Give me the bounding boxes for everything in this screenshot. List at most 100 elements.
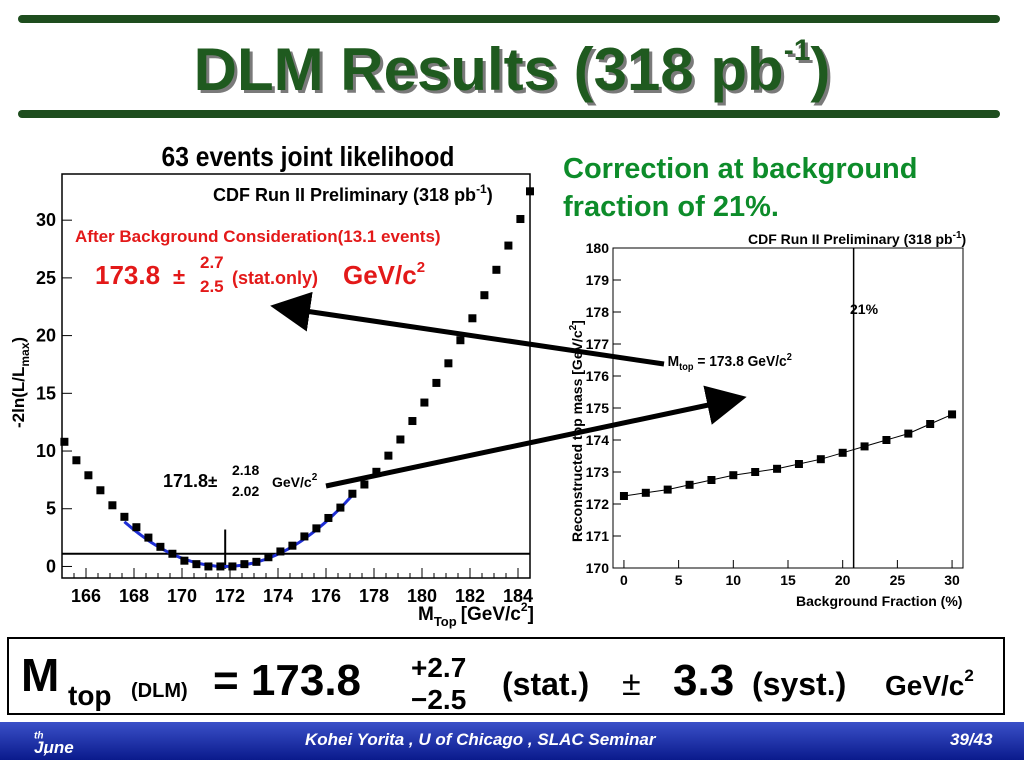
x-tick-label: 10 xyxy=(726,572,742,588)
likelihood-point xyxy=(276,547,285,556)
result-stat-label: (stat.) xyxy=(502,666,589,702)
likelihood-point xyxy=(180,556,189,565)
likelihood-chart: 63 events joint likelihood CDF Run II Pr… xyxy=(9,141,534,629)
bkg-header: CDF Run II Preliminary (318 pb-1) xyxy=(748,230,966,247)
fit-value: 171.8 xyxy=(163,471,208,491)
title-rule-bottom xyxy=(18,110,1000,118)
y-tick-label: 0 xyxy=(46,556,56,576)
x-tick-label: 166 xyxy=(71,586,101,606)
y-tick-label: 179 xyxy=(586,272,610,288)
bkg-point xyxy=(860,442,869,451)
bkg-point xyxy=(729,471,738,480)
likelihood-point xyxy=(60,437,69,446)
bkg-point xyxy=(838,448,847,457)
bkg-point xyxy=(926,420,935,428)
bkg-ylabel: Reconstructed top mass [GeV/c2] xyxy=(568,320,585,542)
fit-err-up: 2.18 xyxy=(232,462,259,478)
bkg-point xyxy=(904,429,913,438)
likelihood-point xyxy=(156,542,165,551)
x-tick-label: 168 xyxy=(119,586,149,606)
bkg-point xyxy=(816,455,825,464)
correction-line-1: Correction at background xyxy=(563,153,918,185)
bkg-point xyxy=(794,460,803,468)
likelihood-point xyxy=(300,532,309,541)
result-pm-sign: ± xyxy=(622,665,641,703)
likelihood-point xyxy=(168,549,177,558)
final-result-formula: M top (DLM) = 173.8 +2.7 −2.5 (stat.) ± … xyxy=(21,649,974,715)
likelihood-ylabel: -2ln(L/Lmax) xyxy=(9,337,32,428)
y-tick-label: 174 xyxy=(586,432,610,448)
result-err-up: 2.7 xyxy=(200,253,224,272)
likelihood-point xyxy=(432,378,441,387)
footer-speaker: Kohei Yorita , U of Chicago , SLAC Semin… xyxy=(305,730,656,749)
bkg-point xyxy=(882,436,891,444)
x-tick-label: 5 xyxy=(675,572,683,588)
likelihood-plot-frame xyxy=(61,173,531,579)
likelihood-point xyxy=(526,187,534,196)
likelihood-point xyxy=(228,562,237,571)
bkg-point xyxy=(663,485,672,494)
fit-unit: GeV/c2 xyxy=(272,472,318,490)
likelihood-point xyxy=(516,215,525,224)
x-tick-label: 184 xyxy=(503,586,533,606)
likelihood-point xyxy=(456,336,465,345)
y-tick-label: 30 xyxy=(36,210,56,230)
y-tick-label: 177 xyxy=(586,336,610,352)
result-err-down: 2.5 xyxy=(200,277,224,296)
likelihood-point xyxy=(204,562,213,571)
likelihood-point xyxy=(480,291,489,300)
result-up: +2.7 xyxy=(411,652,466,683)
bkg-point xyxy=(641,488,650,497)
bkg-point xyxy=(619,492,628,500)
result-central: = 173.8 xyxy=(213,656,361,705)
background-fraction-chart: CDF Run II Preliminary (318 pb-1) 0 5 10 15… xyxy=(568,230,966,609)
x-tick-label: 0 xyxy=(620,572,628,588)
y-tick-label: 15 xyxy=(36,383,56,403)
bkg-point xyxy=(751,468,760,476)
x-tick-label: 170 xyxy=(167,586,197,606)
bkg-point xyxy=(685,480,694,489)
y-tick-label: 178 xyxy=(586,304,610,320)
result-down: −2.5 xyxy=(411,684,466,713)
result-value: 173.8 xyxy=(95,260,160,290)
x-tick-label: 30 xyxy=(944,572,960,588)
y-tick-label: 10 xyxy=(36,441,56,461)
bkg-vline-label: 21% xyxy=(850,301,879,317)
likelihood-point xyxy=(132,523,141,532)
final-result-box: M top (DLM) = 173.8 +2.7 −2.5 (stat.) ± … xyxy=(7,637,1005,715)
y-tick-label: 25 xyxy=(36,268,56,288)
likelihood-point xyxy=(144,533,153,542)
result-unit-text: GeV/c2 xyxy=(885,666,974,701)
result-syst-label: (syst.) xyxy=(752,666,846,702)
y-tick-label: 172 xyxy=(586,496,610,512)
likelihood-point xyxy=(396,435,405,444)
title-rule-top xyxy=(18,15,1000,23)
result-syst-value: 3.3 xyxy=(673,656,734,705)
likelihood-point xyxy=(408,417,417,426)
likelihood-point xyxy=(96,486,105,495)
mtop-annotation: Mtop = 173.8 GeV/c2 xyxy=(664,350,796,375)
footer-page: 39/43 xyxy=(950,730,993,749)
y-tick-label: 180 xyxy=(586,240,610,256)
bkg-point xyxy=(948,410,957,419)
result-stat: (stat.only) xyxy=(232,268,318,288)
y-tick-label: 171 xyxy=(586,528,610,544)
x-tick-label: 20 xyxy=(835,572,851,588)
y-tick-label: 170 xyxy=(586,560,610,576)
likelihood-point xyxy=(192,560,201,569)
correction-note: Correction at background fraction of 21%… xyxy=(563,150,1003,226)
result-unit: GeV/c2 xyxy=(343,259,425,290)
likelihood-point xyxy=(444,359,453,368)
slide-title: DLM Results (318 pb-1) xyxy=(193,34,831,103)
x-tick-label: 182 xyxy=(455,586,485,606)
likelihood-point xyxy=(324,513,333,522)
likelihood-point xyxy=(252,557,261,566)
background-annotation: After Background Consideration(13.1 even… xyxy=(75,227,441,246)
likelihood-point xyxy=(240,560,249,569)
result-pm: ± xyxy=(173,264,185,289)
x-tick-label: 176 xyxy=(311,586,341,606)
x-tick-label: 174 xyxy=(263,586,293,606)
likelihood-point xyxy=(312,524,321,533)
likelihood-point xyxy=(336,503,345,512)
likelihood-point xyxy=(468,314,477,323)
